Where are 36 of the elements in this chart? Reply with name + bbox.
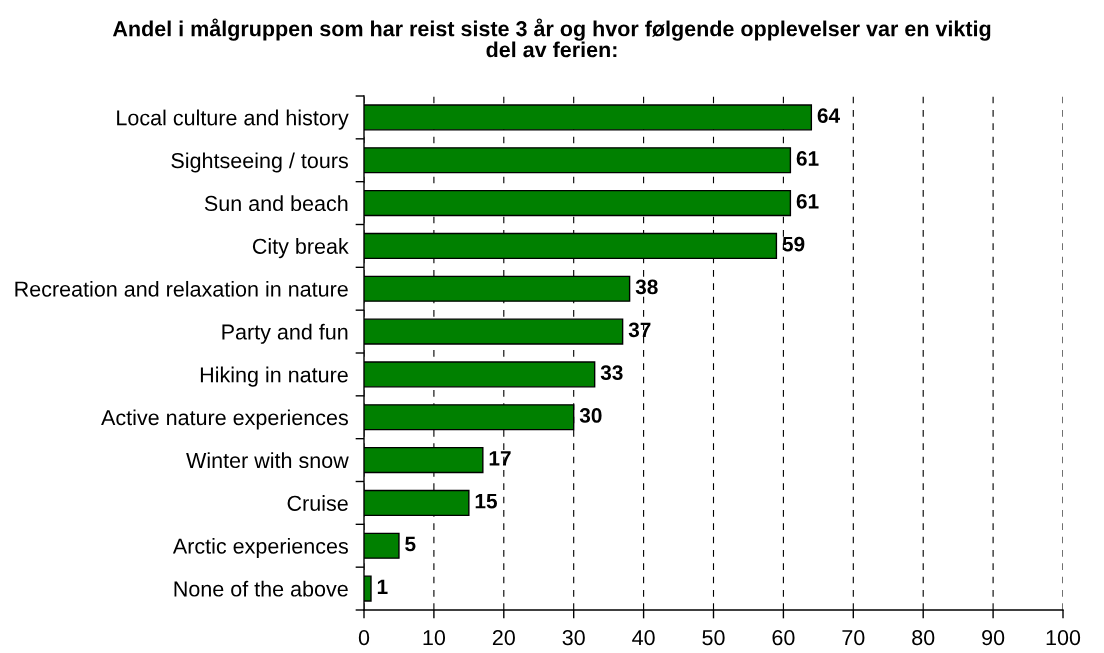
chart-title: Andel i målgruppen som har reist siste 3 år og hvor følgende opplevelser var en viktig del av ferien:	[112, 18, 991, 58]
x-tick-label: 50	[702, 630, 725, 646]
y-tick-label: Hiking in nature	[200, 366, 348, 387]
x-tick-label: 80	[912, 630, 935, 646]
x-tick-label: 20	[492, 630, 515, 646]
data-label: 1	[377, 579, 388, 594]
data-label: 59	[782, 236, 805, 252]
x-tick-label: 10	[423, 630, 446, 646]
y-tick-label: Active nature experiences	[101, 409, 348, 430]
data-label: 33	[600, 365, 623, 381]
x-tick-label: 30	[562, 630, 585, 646]
y-tick-label: Sightseeing / tours	[171, 152, 348, 173]
y-tick-label: Party and fun	[222, 323, 348, 344]
data-label: 37	[628, 322, 651, 338]
x-tick-label: 100	[1046, 630, 1081, 646]
y-tick-label: Sun and beach	[204, 195, 348, 212]
data-label: 17	[489, 451, 511, 466]
y-tick-label: Winter with snow	[186, 452, 349, 469]
data-label: 61	[796, 151, 819, 166]
data-label: 61	[796, 193, 819, 209]
x-tick-label: 60	[772, 630, 795, 646]
y-tick-label: City break	[252, 238, 349, 259]
y-tick-label: Arctic experiences	[172, 537, 348, 559]
x-tick-label: 0	[358, 630, 370, 646]
x-tick-label: 40	[632, 630, 655, 646]
data-label: 30	[579, 408, 602, 423]
y-tick-label: Recreation and relaxation in nature	[15, 280, 348, 297]
y-tick-label: Cruise	[287, 495, 348, 511]
y-tick-label: Local culture and history	[117, 109, 349, 130]
data-label: 15	[475, 493, 497, 509]
data-label: 5	[405, 536, 416, 552]
x-tick-label: 90	[982, 630, 1005, 646]
data-label: 64	[817, 108, 840, 124]
y-tick-label: None of the above	[174, 580, 348, 597]
x-tick-label: 70	[842, 630, 865, 646]
data-label: 38	[635, 279, 658, 295]
